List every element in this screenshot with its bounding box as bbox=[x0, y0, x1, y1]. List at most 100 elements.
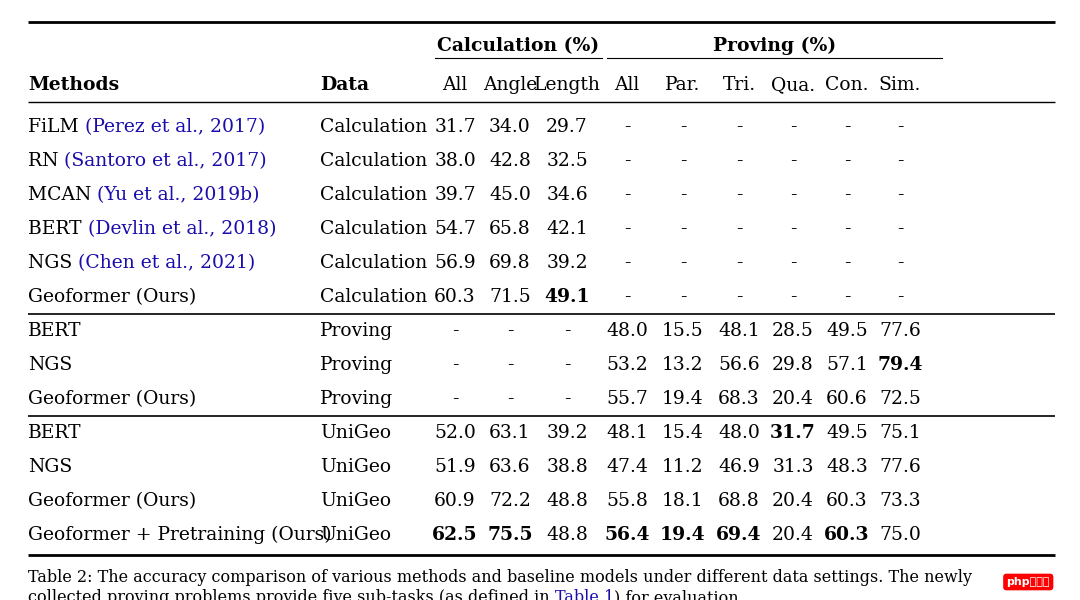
Text: FiLM: FiLM bbox=[28, 118, 84, 136]
Text: 19.4: 19.4 bbox=[662, 390, 704, 408]
Text: 51.9: 51.9 bbox=[434, 458, 476, 476]
Text: 11.2: 11.2 bbox=[662, 458, 704, 476]
Text: 72.2: 72.2 bbox=[489, 492, 531, 510]
Text: 79.4: 79.4 bbox=[877, 356, 922, 374]
Text: 39.7: 39.7 bbox=[434, 186, 476, 204]
Text: ) for evaluation.: ) for evaluation. bbox=[615, 589, 744, 600]
Text: 52.0: 52.0 bbox=[434, 424, 476, 442]
Text: -: - bbox=[896, 254, 903, 272]
Text: 65.8: 65.8 bbox=[489, 220, 531, 238]
Text: 15.5: 15.5 bbox=[662, 322, 704, 340]
Text: Par.: Par. bbox=[665, 76, 701, 94]
Text: -: - bbox=[507, 390, 513, 408]
Text: 18.1: 18.1 bbox=[662, 492, 704, 510]
Text: -: - bbox=[451, 322, 458, 340]
Text: Geoformer (Ours): Geoformer (Ours) bbox=[28, 288, 197, 306]
Text: -: - bbox=[624, 186, 631, 204]
Text: 38.0: 38.0 bbox=[434, 152, 476, 170]
Text: MCAN: MCAN bbox=[28, 186, 97, 204]
Text: 31.7: 31.7 bbox=[770, 424, 815, 442]
Text: -: - bbox=[843, 118, 850, 136]
Text: 20.4: 20.4 bbox=[772, 492, 814, 510]
Text: 39.2: 39.2 bbox=[546, 254, 588, 272]
Text: 28.5: 28.5 bbox=[772, 322, 814, 340]
Text: Length: Length bbox=[534, 76, 600, 94]
Text: -: - bbox=[735, 288, 742, 306]
Text: -: - bbox=[843, 288, 850, 306]
Text: 46.9: 46.9 bbox=[718, 458, 760, 476]
Text: -: - bbox=[789, 152, 796, 170]
Text: -: - bbox=[679, 288, 686, 306]
Text: Geoformer (Ours): Geoformer (Ours) bbox=[28, 492, 197, 510]
Text: -: - bbox=[789, 254, 796, 272]
Text: 45.0: 45.0 bbox=[489, 186, 531, 204]
Text: Proving: Proving bbox=[320, 322, 393, 340]
Text: 48.1: 48.1 bbox=[718, 322, 760, 340]
Text: Proving: Proving bbox=[320, 356, 393, 374]
Text: 75.0: 75.0 bbox=[879, 526, 921, 544]
Text: -: - bbox=[735, 152, 742, 170]
Text: 42.1: 42.1 bbox=[546, 220, 588, 238]
Text: -: - bbox=[679, 118, 686, 136]
Text: 31.3: 31.3 bbox=[772, 458, 813, 476]
Text: 75.5: 75.5 bbox=[487, 526, 532, 544]
Text: 57.1: 57.1 bbox=[826, 356, 868, 374]
Text: -: - bbox=[896, 118, 903, 136]
Text: 31.7: 31.7 bbox=[434, 118, 476, 136]
Text: 48.3: 48.3 bbox=[826, 458, 868, 476]
Text: 48.8: 48.8 bbox=[546, 526, 588, 544]
Text: -: - bbox=[896, 186, 903, 204]
Text: Geoformer (Ours): Geoformer (Ours) bbox=[28, 390, 197, 408]
Text: -: - bbox=[843, 220, 850, 238]
Text: Calculation: Calculation bbox=[320, 152, 428, 170]
Text: -: - bbox=[679, 152, 686, 170]
Text: Table 1: Table 1 bbox=[555, 589, 615, 600]
Text: -: - bbox=[564, 356, 570, 374]
Text: 55.8: 55.8 bbox=[606, 492, 648, 510]
Text: 69.8: 69.8 bbox=[489, 254, 530, 272]
Text: -: - bbox=[843, 254, 850, 272]
Text: (Devlin et al., 2018): (Devlin et al., 2018) bbox=[87, 220, 276, 238]
Text: 60.3: 60.3 bbox=[824, 526, 869, 544]
Text: BERT: BERT bbox=[28, 424, 81, 442]
Text: (Santoro et al., 2017): (Santoro et al., 2017) bbox=[65, 152, 267, 170]
Text: -: - bbox=[451, 390, 458, 408]
Text: 32.5: 32.5 bbox=[546, 152, 588, 170]
Text: 47.4: 47.4 bbox=[606, 458, 648, 476]
Text: 60.3: 60.3 bbox=[826, 492, 868, 510]
Text: -: - bbox=[896, 220, 903, 238]
Text: 62.5: 62.5 bbox=[432, 526, 477, 544]
Text: 73.3: 73.3 bbox=[879, 492, 921, 510]
Text: 56.6: 56.6 bbox=[718, 356, 760, 374]
Text: -: - bbox=[564, 390, 570, 408]
Text: Data: Data bbox=[320, 76, 369, 94]
Text: All: All bbox=[443, 76, 468, 94]
Text: Methods: Methods bbox=[28, 76, 119, 94]
Text: All: All bbox=[615, 76, 639, 94]
Text: -: - bbox=[789, 288, 796, 306]
Text: 19.4: 19.4 bbox=[660, 526, 706, 544]
Text: -: - bbox=[624, 220, 631, 238]
Text: -: - bbox=[564, 322, 570, 340]
Text: 56.9: 56.9 bbox=[434, 254, 476, 272]
Text: -: - bbox=[896, 152, 903, 170]
Text: -: - bbox=[679, 220, 686, 238]
Text: Calculation (%): Calculation (%) bbox=[437, 37, 599, 55]
Text: 49.1: 49.1 bbox=[544, 288, 590, 306]
Text: collected proving problems provide five sub-tasks (as defined in: collected proving problems provide five … bbox=[28, 589, 555, 600]
Text: NGS: NGS bbox=[28, 458, 72, 476]
Text: (Perez et al., 2017): (Perez et al., 2017) bbox=[84, 118, 265, 136]
Text: 75.1: 75.1 bbox=[879, 424, 921, 442]
Text: BERT: BERT bbox=[28, 322, 81, 340]
Text: 49.5: 49.5 bbox=[826, 322, 868, 340]
Text: Qua.: Qua. bbox=[771, 76, 815, 94]
Text: Geoformer + Pretraining (Ours): Geoformer + Pretraining (Ours) bbox=[28, 526, 332, 544]
Text: (Yu et al., 2019b): (Yu et al., 2019b) bbox=[97, 186, 260, 204]
Text: Calculation: Calculation bbox=[320, 288, 428, 306]
Text: 77.6: 77.6 bbox=[879, 322, 921, 340]
Text: 71.5: 71.5 bbox=[489, 288, 531, 306]
Text: 20.4: 20.4 bbox=[772, 390, 814, 408]
Text: 48.0: 48.0 bbox=[606, 322, 648, 340]
Text: 20.4: 20.4 bbox=[772, 526, 814, 544]
Text: -: - bbox=[507, 356, 513, 374]
